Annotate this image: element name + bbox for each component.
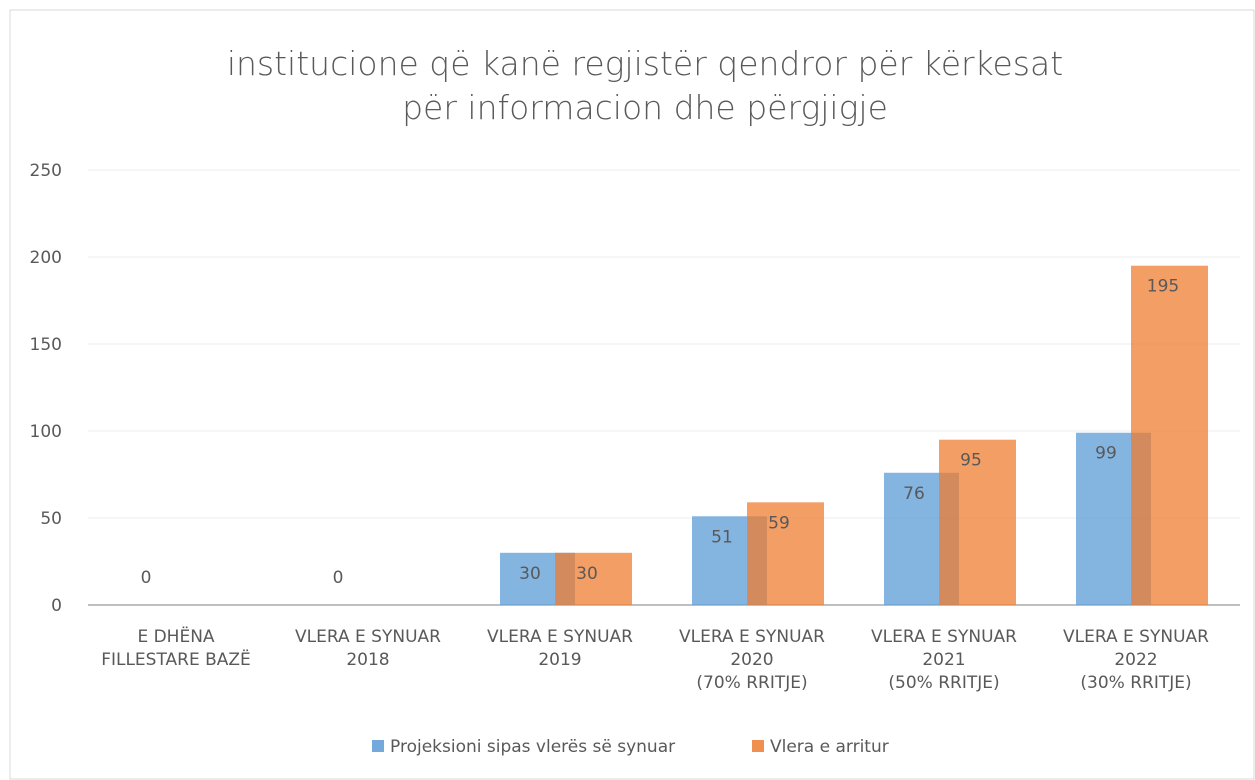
data-label: 195 [1147, 277, 1179, 297]
data-label: 51 [711, 527, 733, 547]
data-label: 59 [768, 513, 790, 533]
bar [555, 552, 632, 605]
chart-border [9, 9, 1255, 780]
data-label: 99 [1095, 444, 1117, 464]
y-tick-label: 50 [40, 509, 62, 529]
chart-title: institucione që kanë regjistër qendror p… [227, 44, 1063, 127]
data-label: 30 [576, 564, 598, 584]
data-label: 95 [960, 451, 982, 471]
x-tick-label: E DHËNA FILLESTARE BAZË [101, 626, 251, 670]
bar [1131, 265, 1208, 605]
y-tick-label: 250 [30, 161, 62, 181]
bar [747, 502, 824, 605]
x-tick-label: VLERA E SYNUAR 2021 (50% RRITJE) [871, 627, 1017, 693]
legend-label: Vlera e arritur [770, 737, 889, 757]
x-tick-label: VLERA E SYNUAR 2019 [487, 627, 633, 670]
y-tick-label: 100 [30, 422, 62, 442]
y-tick-label: 0 [51, 596, 62, 616]
y-tick-label: 200 [30, 248, 62, 268]
legend-label: Projeksioni sipas vlerës së synuar [390, 737, 675, 757]
data-label: 30 [519, 564, 541, 584]
x-tick-label: VLERA E SYNUAR 2020 (70% RRITJE) [679, 627, 825, 693]
data-label: 0 [333, 568, 344, 588]
data-label: 76 [903, 484, 925, 504]
bar [939, 439, 1016, 605]
x-tick-label: VLERA E SYNUAR 2018 [295, 627, 441, 670]
legend-swatch [372, 740, 384, 752]
legend-swatch [752, 740, 764, 752]
data-label: 0 [141, 568, 152, 588]
y-tick-label: 150 [30, 335, 62, 355]
x-tick-label: VLERA E SYNUAR 2022 (30% RRITJE) [1063, 627, 1209, 693]
